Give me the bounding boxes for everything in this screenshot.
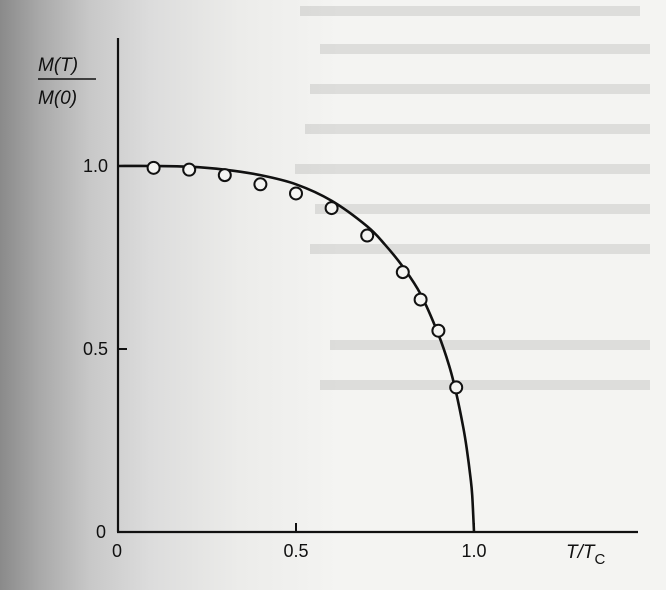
ticks-layer: 0.5 1.0 0.5 1.0 [83,156,487,561]
y-axis-label-numerator: M(T) [38,55,78,76]
show-through-text-texture [295,6,650,390]
data-point-3 [253,177,268,192]
x-tick-label-0: 0.5 [283,541,308,561]
data-point-5 [324,201,339,216]
data-point-6 [360,228,375,243]
x-axis-label-subscript: C [595,551,606,568]
y-tick-label-1: 1.0 [83,156,108,176]
data-point-8 [413,292,428,307]
x-axis-label: T/TC [566,542,606,568]
x-tick-label-1: 1.0 [461,541,486,561]
y-axis-label-denominator: M(0) [38,88,77,109]
curve-layer [117,164,476,533]
data-point-2 [217,168,232,183]
points-layer [146,160,464,395]
x-axis-label-main: T/T [566,542,596,563]
data-point-4 [289,186,303,201]
origin-y-label: 0 [96,522,106,542]
origin-x-label: 0 [112,541,122,561]
data-point-9 [431,323,446,338]
data-point-1 [182,162,197,177]
data-point-0 [146,160,161,175]
data-point-7 [395,265,410,280]
y-tick-label-0: 0.5 [83,339,108,359]
data-point-10 [449,380,464,395]
theory-curve [117,164,476,533]
